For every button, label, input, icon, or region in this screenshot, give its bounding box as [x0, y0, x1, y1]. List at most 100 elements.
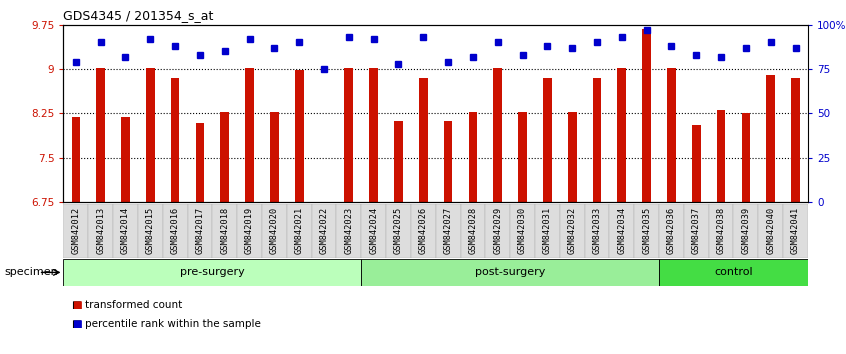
- Bar: [386, 204, 411, 258]
- Text: GSM842025: GSM842025: [394, 206, 403, 253]
- Bar: [618, 68, 626, 202]
- Bar: [659, 259, 808, 286]
- Bar: [742, 113, 750, 202]
- Bar: [63, 259, 361, 286]
- Text: GSM842024: GSM842024: [369, 206, 378, 253]
- Text: GSM842021: GSM842021: [294, 206, 304, 253]
- Text: GSM842017: GSM842017: [195, 206, 205, 253]
- Bar: [692, 125, 700, 202]
- Bar: [659, 204, 684, 258]
- Text: GSM842014: GSM842014: [121, 206, 130, 253]
- Text: GSM842031: GSM842031: [543, 206, 552, 253]
- Bar: [270, 112, 278, 202]
- Bar: [113, 204, 138, 258]
- Bar: [568, 112, 576, 202]
- Bar: [560, 204, 585, 258]
- Bar: [493, 68, 502, 202]
- Bar: [709, 204, 733, 258]
- Bar: [72, 118, 80, 202]
- Bar: [295, 70, 304, 202]
- Text: GSM842013: GSM842013: [96, 206, 105, 253]
- Bar: [593, 78, 602, 202]
- Bar: [171, 78, 179, 202]
- Bar: [684, 204, 709, 258]
- Bar: [791, 78, 799, 202]
- Text: ■ transformed count: ■ transformed count: [72, 300, 182, 310]
- Text: specimen: specimen: [4, 267, 58, 278]
- Text: GSM842028: GSM842028: [469, 206, 477, 253]
- Bar: [344, 68, 353, 202]
- Bar: [411, 204, 436, 258]
- Bar: [444, 121, 453, 202]
- Bar: [88, 204, 113, 258]
- Text: GSM842034: GSM842034: [618, 206, 626, 253]
- Text: GSM842026: GSM842026: [419, 206, 428, 253]
- Text: GSM842038: GSM842038: [717, 206, 726, 253]
- Text: GSM842036: GSM842036: [667, 206, 676, 253]
- Bar: [460, 204, 486, 258]
- Text: GSM842041: GSM842041: [791, 206, 800, 253]
- Text: ■: ■: [72, 319, 82, 329]
- Bar: [146, 68, 155, 202]
- Bar: [766, 75, 775, 202]
- Text: GSM842032: GSM842032: [568, 206, 577, 253]
- Bar: [436, 204, 460, 258]
- Bar: [370, 68, 378, 202]
- Text: GSM842033: GSM842033: [592, 206, 602, 253]
- Text: GSM842035: GSM842035: [642, 206, 651, 253]
- Bar: [642, 29, 651, 202]
- Bar: [121, 118, 129, 202]
- Text: ■ percentile rank within the sample: ■ percentile rank within the sample: [72, 319, 261, 329]
- Bar: [361, 259, 659, 286]
- Bar: [469, 112, 477, 202]
- Bar: [212, 204, 237, 258]
- Bar: [337, 204, 361, 258]
- Bar: [783, 204, 808, 258]
- Text: GSM842039: GSM842039: [741, 206, 750, 253]
- Text: post-surgery: post-surgery: [475, 267, 546, 278]
- Bar: [486, 204, 510, 258]
- Bar: [96, 68, 105, 202]
- Bar: [667, 68, 676, 202]
- Bar: [585, 204, 609, 258]
- Bar: [287, 204, 311, 258]
- Bar: [311, 204, 337, 258]
- Text: GSM842012: GSM842012: [71, 206, 80, 253]
- Text: GSM842029: GSM842029: [493, 206, 503, 253]
- Bar: [138, 204, 162, 258]
- Bar: [188, 204, 212, 258]
- Bar: [63, 204, 88, 258]
- Bar: [758, 204, 783, 258]
- Text: GSM842023: GSM842023: [344, 206, 354, 253]
- Bar: [237, 204, 262, 258]
- Bar: [717, 110, 725, 202]
- Bar: [634, 204, 659, 258]
- Text: pre-surgery: pre-surgery: [180, 267, 244, 278]
- Text: GSM842015: GSM842015: [146, 206, 155, 253]
- Text: GSM842022: GSM842022: [320, 206, 328, 253]
- Bar: [733, 204, 758, 258]
- Text: GSM842016: GSM842016: [171, 206, 179, 253]
- Bar: [361, 204, 386, 258]
- Bar: [195, 123, 204, 202]
- Text: control: control: [714, 267, 753, 278]
- Text: GDS4345 / 201354_s_at: GDS4345 / 201354_s_at: [63, 9, 214, 22]
- Text: GSM842037: GSM842037: [692, 206, 700, 253]
- Text: GSM842040: GSM842040: [766, 206, 775, 253]
- Bar: [221, 112, 229, 202]
- Bar: [535, 204, 560, 258]
- Text: GSM842019: GSM842019: [245, 206, 254, 253]
- Bar: [262, 204, 287, 258]
- Text: GSM842027: GSM842027: [443, 206, 453, 253]
- Text: GSM842020: GSM842020: [270, 206, 279, 253]
- Bar: [394, 121, 403, 202]
- Bar: [609, 204, 634, 258]
- Text: GSM842018: GSM842018: [220, 206, 229, 253]
- Bar: [419, 78, 427, 202]
- Bar: [510, 204, 535, 258]
- Bar: [245, 68, 254, 202]
- Bar: [320, 202, 328, 204]
- Bar: [162, 204, 188, 258]
- Bar: [519, 112, 527, 202]
- Bar: [543, 78, 552, 202]
